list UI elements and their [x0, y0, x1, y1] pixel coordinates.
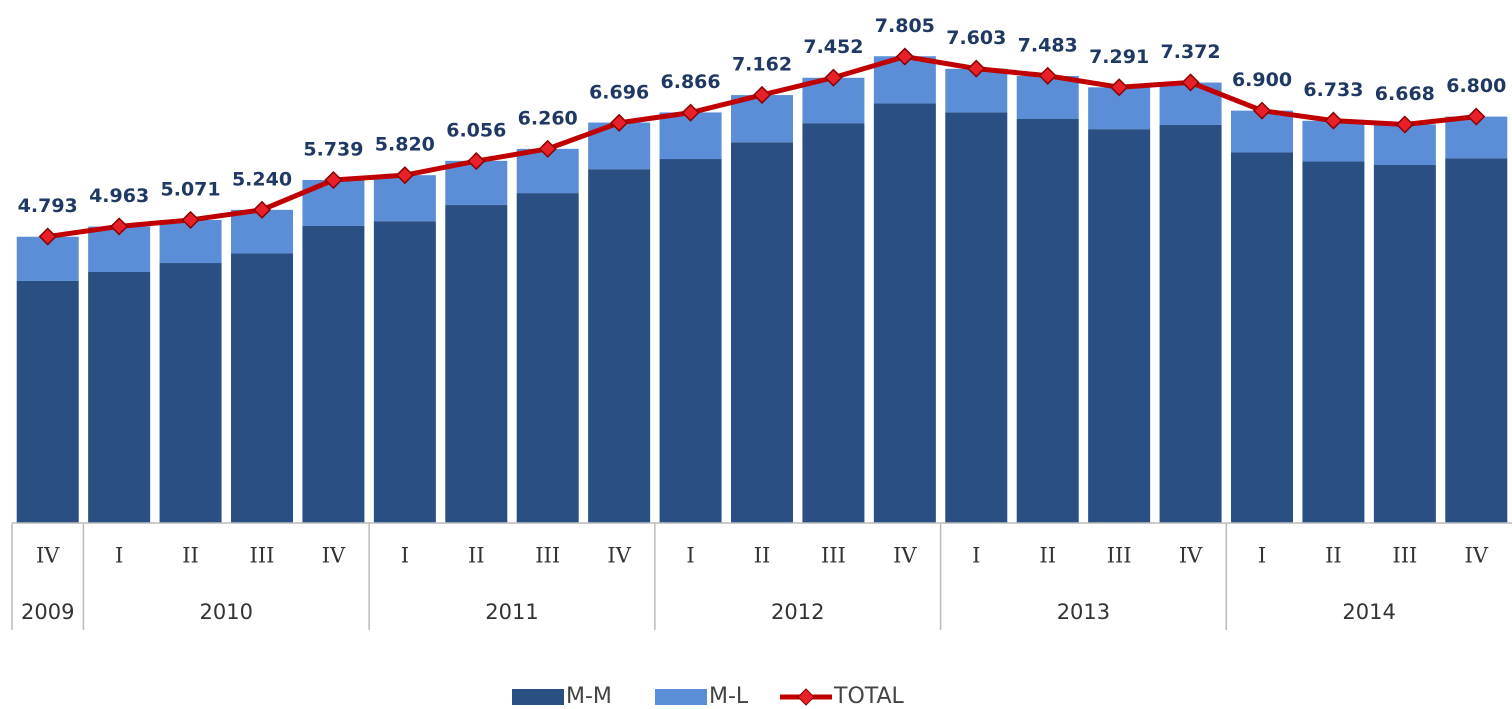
legend-label: TOTAL: [833, 684, 905, 709]
line-marker: [110, 217, 129, 236]
x-tick-label: III: [250, 544, 275, 568]
data-label: 5.240: [232, 168, 292, 190]
bar-segment: [16, 280, 79, 523]
bar-segment: [1302, 161, 1365, 523]
data-label: 5.071: [161, 178, 221, 200]
x-tick-label: III: [535, 544, 560, 568]
bar-segment: [231, 253, 293, 523]
line-marker: [1110, 78, 1129, 97]
bar-segment: [731, 142, 793, 523]
line-marker: [967, 59, 986, 78]
bar-segment: [1016, 118, 1079, 523]
bar-segment: [1159, 124, 1222, 524]
bar-segment: [873, 103, 936, 523]
x-tick-label: II: [1325, 544, 1342, 568]
data-label: 6.260: [518, 107, 578, 129]
data-label: 5.820: [375, 134, 435, 156]
bar-segment: [1231, 152, 1293, 524]
data-label: 7.603: [946, 27, 1006, 49]
x-tick-label: IV: [1179, 544, 1203, 568]
line-marker: [252, 200, 272, 219]
x-tick-label: I: [1258, 544, 1266, 568]
line-marker: [1038, 66, 1057, 85]
bar-segment: [302, 225, 365, 523]
x-tick-label: I: [115, 544, 123, 568]
x-tick-label: III: [1392, 544, 1417, 568]
x-tick-label: IV: [322, 544, 346, 568]
data-label: 7.452: [803, 36, 863, 58]
year-label: 2012: [771, 600, 824, 624]
legend-swatch: [512, 689, 564, 705]
x-tick-label: IV: [36, 544, 60, 568]
bar-segment: [373, 221, 436, 523]
data-label: 7.162: [732, 53, 792, 75]
x-tick-label: II: [468, 544, 485, 568]
year-label: 2014: [1342, 600, 1395, 624]
year-label: 2009: [21, 600, 74, 624]
line-marker: [752, 85, 772, 105]
line-marker: [1324, 111, 1343, 130]
bar-segment: [516, 193, 579, 523]
data-label: 6.733: [1303, 79, 1363, 101]
bar-segment: [159, 263, 222, 523]
x-tick-label: II: [182, 544, 199, 568]
bar-segment: [1373, 165, 1436, 524]
data-label: 6.056: [446, 120, 506, 142]
line-marker: [467, 152, 486, 171]
legend-label: M-L: [709, 684, 749, 709]
x-tick-label: III: [1107, 544, 1132, 568]
legend-marker: [797, 688, 815, 706]
data-label: 7.805: [875, 15, 935, 37]
line-marker: [610, 113, 629, 132]
bar-segment: [588, 169, 651, 524]
bar-segment: [802, 123, 865, 523]
line-marker: [824, 68, 843, 87]
data-label: 4.793: [18, 195, 78, 217]
line-marker: [681, 103, 700, 122]
line-marker: [895, 47, 914, 66]
bar-segment: [445, 205, 508, 523]
bar-segment: [1445, 158, 1508, 523]
line-marker: [1395, 115, 1414, 134]
data-label: 6.696: [589, 81, 649, 103]
line-marker: [181, 210, 200, 229]
data-label: 4.963: [89, 185, 149, 207]
bar-segment: [945, 112, 1008, 523]
x-tick-label: I: [401, 544, 409, 568]
x-tick-label: IV: [607, 544, 631, 568]
legend-swatch: [655, 689, 707, 705]
x-tick-label: I: [686, 544, 694, 568]
line-marker: [538, 139, 557, 158]
legend-label: M-M: [566, 684, 612, 709]
line-marker: [324, 170, 343, 190]
bar-segment: [1088, 129, 1151, 524]
data-label: 5.739: [303, 139, 363, 161]
line-marker: [1252, 101, 1272, 120]
data-label: 7.483: [1018, 34, 1078, 56]
year-label: 2011: [485, 600, 538, 624]
line-marker: [38, 227, 57, 246]
data-label: 6.866: [661, 71, 721, 93]
bar-segment: [659, 159, 722, 523]
x-tick-label: II: [754, 544, 771, 568]
year-label: 2010: [200, 600, 253, 624]
data-label: 6.800: [1446, 75, 1506, 97]
x-tick-label: IV: [1465, 544, 1489, 568]
x-tick-label: II: [1039, 544, 1056, 568]
year-label: 2013: [1057, 600, 1110, 624]
x-tick-label: IV: [893, 544, 917, 568]
line-marker: [395, 166, 414, 185]
x-tick-label: III: [821, 544, 846, 568]
bar-segment: [88, 271, 151, 523]
data-label: 6.668: [1375, 83, 1435, 105]
line-marker: [1181, 73, 1200, 92]
line-marker: [1467, 107, 1486, 126]
data-label: 6.900: [1232, 69, 1292, 91]
data-label: 7.372: [1161, 41, 1221, 63]
data-label: 7.291: [1089, 46, 1149, 68]
x-tick-label: I: [972, 544, 980, 568]
